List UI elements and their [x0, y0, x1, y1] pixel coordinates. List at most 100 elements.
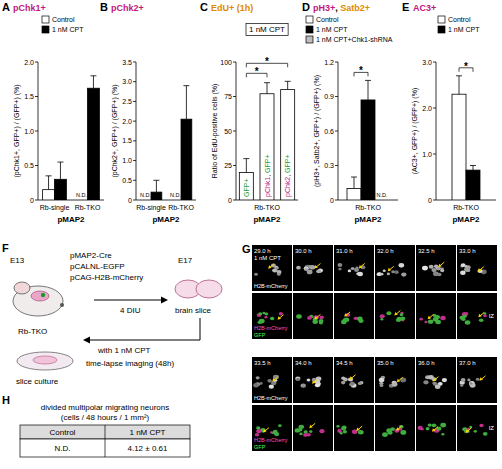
- cell-blob: [279, 312, 283, 315]
- frame: 32.0 h: [375, 245, 415, 291]
- error-line: [60, 162, 61, 179]
- cell-blob: [336, 425, 339, 428]
- error-bar: [264, 83, 270, 94]
- error-bar: [470, 166, 476, 171]
- cell-blob: [307, 316, 312, 320]
- timestamp: 32.0 h: [377, 248, 394, 254]
- bar: [181, 119, 192, 200]
- error-line: [93, 76, 94, 88]
- arrow-head: [314, 316, 318, 320]
- treatment-label: with 1 nM CPT: [97, 346, 151, 355]
- frame: [416, 405, 456, 451]
- cell-blob: [386, 311, 391, 315]
- bar: [43, 190, 55, 200]
- condition-box: [246, 24, 288, 36]
- category-label: Rb-TKO: [75, 204, 101, 211]
- frame: [334, 405, 374, 451]
- cell-blob: [267, 379, 271, 383]
- error-line: [48, 176, 49, 190]
- cell-blob: [278, 424, 282, 427]
- error-bar: [46, 176, 52, 190]
- y-tick: [35, 200, 38, 201]
- channel-label: H2B-mCherry: [254, 395, 288, 401]
- frame-bg: [375, 293, 415, 339]
- arrow-head: [309, 425, 313, 429]
- cell-blob: [269, 385, 274, 389]
- brain-slice: [196, 280, 222, 298]
- frame: 33.0 h: [457, 245, 497, 291]
- bar: [281, 90, 295, 200]
- cell-blob: [301, 383, 306, 387]
- cell-blob: [341, 377, 345, 380]
- y-tick: [433, 108, 436, 109]
- error-bar: [183, 86, 189, 120]
- cell-blob: [319, 316, 323, 320]
- bar: [239, 172, 253, 200]
- frame-bg: [457, 293, 497, 339]
- frame-bg: [416, 245, 456, 291]
- cell-blob: [432, 423, 437, 427]
- table-header: 1 nM CPT: [129, 428, 165, 437]
- channel-label: H2B-mCherry: [254, 325, 288, 331]
- tick-label: 2.0: [422, 105, 432, 112]
- tick-label: 0: [128, 197, 132, 204]
- error-cap: [90, 75, 96, 76]
- channel-label: H2B-mCherry: [254, 283, 288, 289]
- cell-blob: [296, 378, 300, 381]
- arrow-head: [478, 268, 482, 272]
- frame-bg: [457, 357, 497, 403]
- frame: [375, 293, 415, 339]
- cell-blob: [307, 270, 313, 275]
- bar: [260, 94, 274, 200]
- stage-label: E17: [178, 256, 193, 265]
- error-bar: [351, 177, 357, 189]
- cell-blob: [341, 381, 345, 385]
- arrow-head: [388, 268, 392, 272]
- value-label: N.D.: [76, 192, 87, 198]
- y-axis: [436, 62, 437, 200]
- cell-blob: [470, 382, 473, 385]
- y-tick: [133, 160, 136, 161]
- y-tick: [433, 200, 436, 201]
- cell-blob: [258, 320, 263, 324]
- error-line: [246, 159, 247, 173]
- frame: [293, 293, 333, 339]
- stage-label: E13: [10, 256, 25, 265]
- cell-blob: [340, 432, 343, 434]
- cell-blob: [479, 318, 484, 322]
- panel-4: EAC3+01.02.03.0(AC3+, GFP+) / (GFP+) (%)…: [402, 1, 496, 224]
- cell-blob: [348, 270, 351, 273]
- cell-blob: [312, 320, 318, 324]
- channel-label: GFP: [254, 332, 266, 338]
- plasmid-label: pCALNL-EGFP: [70, 262, 125, 271]
- y-tick: [335, 131, 338, 132]
- panel-title: pChk2+: [111, 3, 144, 13]
- arrow-head: [83, 337, 90, 344]
- cell-blob: [387, 273, 390, 276]
- x-axis-title: pMAP2: [253, 215, 281, 224]
- y-tick: [133, 140, 136, 141]
- y-tick: [35, 96, 38, 97]
- frame-bg: [457, 245, 497, 291]
- error-line: [287, 81, 288, 89]
- marks: [347, 80, 375, 200]
- y-tick: [35, 62, 38, 63]
- tick-label: 100: [220, 59, 232, 66]
- legend-label: Control: [448, 16, 471, 23]
- cell-blob: [295, 428, 300, 432]
- tick-label: 1.5: [24, 93, 34, 100]
- arrow-head: [350, 376, 354, 380]
- panel-h: Hdivided multipolar migrating neurons(ce…: [2, 394, 190, 457]
- text-part: GFP+: [243, 179, 250, 197]
- frame: H2B-mCherryGFP: [252, 405, 292, 451]
- cell-blob: [273, 430, 278, 434]
- cell-blob: [256, 426, 260, 429]
- cell-blob: [470, 383, 476, 388]
- frame-bg: [334, 293, 374, 339]
- cell-blob: [460, 384, 463, 387]
- y-tick: [35, 131, 38, 132]
- y-axis-title: (pH3+, Satb2+, GFP+) / (GFP+) (%): [313, 75, 321, 187]
- panel-letter: B: [100, 1, 108, 13]
- tick-label: 0: [30, 197, 34, 204]
- frame: 29.0 h1 nM CPTH2B-mCherry: [252, 245, 292, 291]
